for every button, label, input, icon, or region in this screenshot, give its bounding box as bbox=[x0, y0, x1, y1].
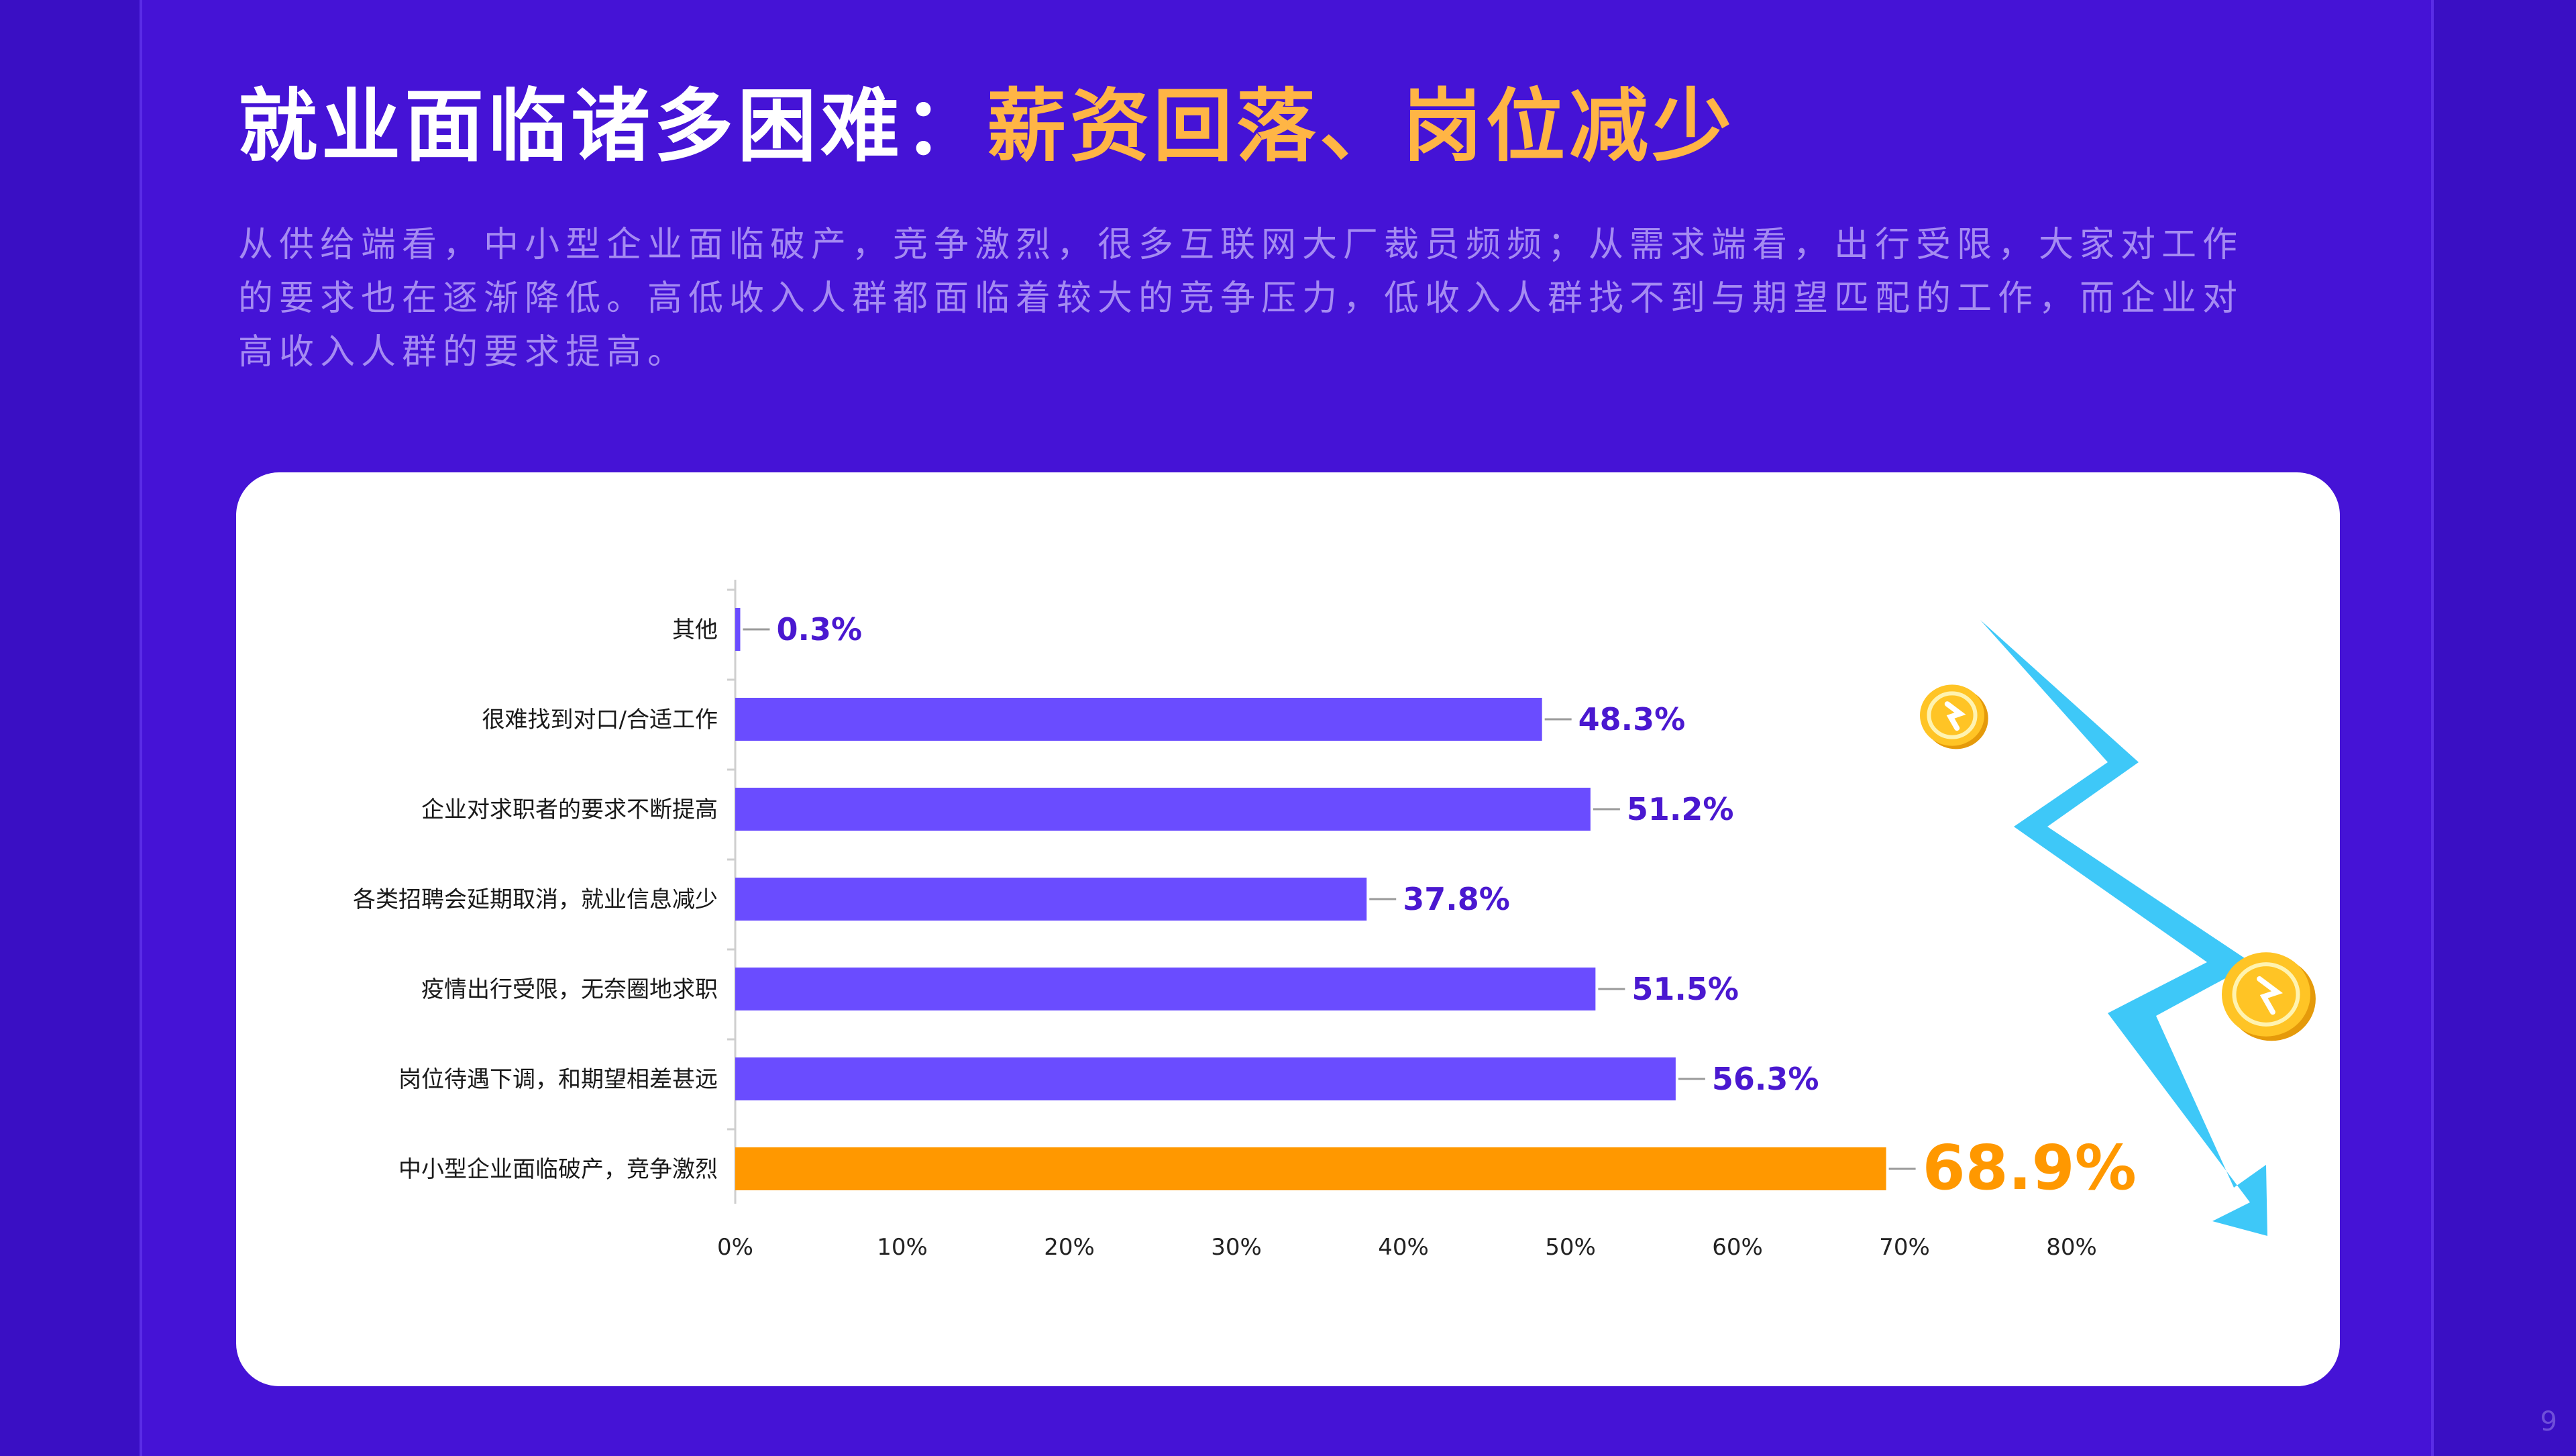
x-tick-label: 60% bbox=[1712, 1234, 1763, 1261]
category-label: 疫情出行受限，无奈圈地求职 bbox=[421, 976, 718, 1003]
x-tick-label: 20% bbox=[1044, 1234, 1095, 1261]
page-number: 9 bbox=[2540, 1406, 2557, 1437]
category-label: 岗位待遇下调，和期望相差甚远 bbox=[398, 1066, 718, 1093]
bar bbox=[735, 878, 1367, 921]
bar bbox=[735, 608, 741, 651]
data-label: 68.9% bbox=[1923, 1132, 2137, 1204]
bar-chart: 0% 10% 20% 30% 40% 50% 60% 70% 80% 其他 0.3% 很难找到对口/合… bbox=[353, 580, 2316, 1261]
x-tick-label: 0% bbox=[717, 1234, 753, 1261]
chart-card: 0% 10% 20% 30% 40% 50% 60% 70% 80% 其他 0.3% 很难找到对口/合… bbox=[236, 472, 2340, 1386]
data-label: 51.5% bbox=[1631, 971, 1739, 1007]
category-label: 各类招聘会延期取消，就业信息减少 bbox=[353, 886, 718, 913]
bar bbox=[735, 1057, 1676, 1100]
x-tick-label: 40% bbox=[1378, 1234, 1429, 1261]
title-highlight: 薪资回落、岗位减少 bbox=[987, 80, 1736, 172]
x-tick-label: 50% bbox=[1545, 1234, 1596, 1261]
title-main: 就业面临诸多困难： bbox=[238, 80, 987, 172]
page-title: 就业面临诸多困难：薪资回落、岗位减少 bbox=[238, 62, 1735, 176]
data-label: 0.3% bbox=[776, 611, 862, 647]
data-label: 56.3% bbox=[1712, 1061, 1819, 1097]
category-label: 中小型企业面临破产，竞争激烈 bbox=[398, 1156, 718, 1183]
bar bbox=[735, 788, 1591, 831]
x-tick-label: 30% bbox=[1211, 1234, 1262, 1261]
category-label: 企业对求职者的要求不断提高 bbox=[421, 796, 718, 823]
x-tick-label: 70% bbox=[1879, 1234, 1930, 1261]
coin-icon bbox=[2222, 952, 2316, 1041]
data-label: 48.3% bbox=[1578, 701, 1686, 737]
data-label: 51.2% bbox=[1627, 791, 1734, 827]
bar bbox=[735, 698, 1542, 741]
category-label: 很难找到对口/合适工作 bbox=[482, 707, 718, 733]
category-label: 其他 bbox=[672, 617, 718, 643]
highlight-bar bbox=[735, 1147, 1886, 1190]
description-text: 从供给端看，中小型企业面临破产，竞争激烈，很多互联网大厂裁员频频；从需求端看，出… bbox=[238, 225, 2244, 372]
bar bbox=[735, 968, 1596, 1010]
x-tick-label: 10% bbox=[877, 1234, 928, 1261]
coin-icon bbox=[1920, 684, 1988, 749]
data-label: 37.8% bbox=[1403, 881, 1510, 917]
x-tick-label: 80% bbox=[2046, 1234, 2097, 1261]
